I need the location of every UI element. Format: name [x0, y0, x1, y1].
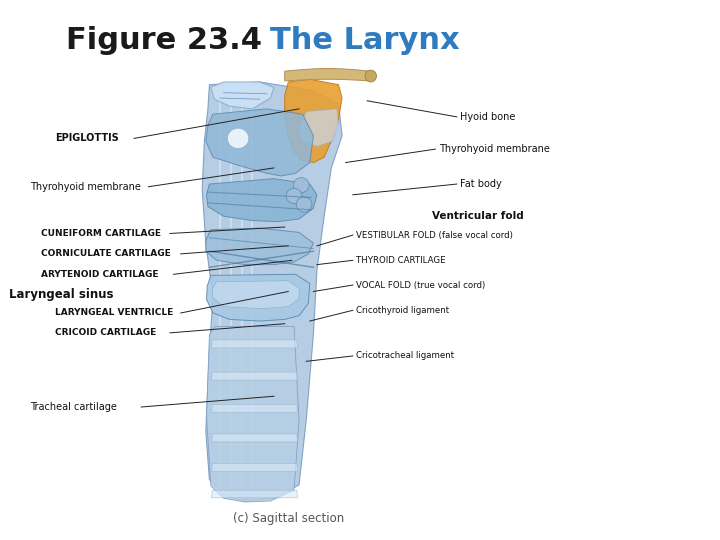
Text: Fat body: Fat body — [460, 179, 502, 189]
Polygon shape — [211, 82, 274, 109]
Polygon shape — [212, 340, 297, 348]
Polygon shape — [206, 228, 313, 265]
Text: LARYNGEAL VENTRICLE: LARYNGEAL VENTRICLE — [55, 308, 174, 318]
Text: (c) Sagittal section: (c) Sagittal section — [233, 512, 344, 525]
Text: Cricothyroid ligament: Cricothyroid ligament — [356, 306, 449, 315]
Text: CUNEIFORM CARTILAGE: CUNEIFORM CARTILAGE — [41, 229, 161, 238]
Polygon shape — [299, 109, 338, 146]
Text: CORNICULATE CARTILAGE: CORNICULATE CARTILAGE — [41, 249, 171, 258]
Polygon shape — [284, 69, 371, 81]
Text: Tracheal cartilage: Tracheal cartilage — [30, 402, 117, 412]
Text: VESTIBULAR FOLD (false vocal cord): VESTIBULAR FOLD (false vocal cord) — [356, 231, 513, 240]
Polygon shape — [202, 82, 342, 501]
Ellipse shape — [228, 128, 249, 148]
Ellipse shape — [296, 197, 312, 212]
Text: Thyrohyoid membrane: Thyrohyoid membrane — [30, 182, 141, 192]
Text: EPIGLOTTIS: EPIGLOTTIS — [55, 133, 119, 144]
Polygon shape — [207, 179, 317, 221]
Ellipse shape — [286, 188, 302, 204]
Text: The Larynx: The Larynx — [270, 25, 460, 55]
Text: Cricotracheal ligament: Cricotracheal ligament — [356, 352, 454, 361]
Text: THYROID CARTILAGE: THYROID CARTILAGE — [356, 256, 446, 265]
Text: CRICOID CARTILAGE: CRICOID CARTILAGE — [55, 328, 156, 338]
Ellipse shape — [365, 70, 377, 82]
Text: Hyoid bone: Hyoid bone — [460, 112, 516, 122]
Ellipse shape — [293, 178, 309, 193]
Polygon shape — [207, 326, 299, 502]
Text: ARYTENOID CARTILAGE: ARYTENOID CARTILAGE — [41, 270, 158, 279]
Polygon shape — [212, 372, 297, 380]
Text: Laryngeal sinus: Laryngeal sinus — [9, 288, 113, 301]
Text: Thyrohyoid membrane: Thyrohyoid membrane — [439, 144, 550, 154]
Text: VOCAL FOLD (true vocal cord): VOCAL FOLD (true vocal cord) — [356, 281, 486, 289]
Text: Figure 23.4: Figure 23.4 — [66, 25, 273, 55]
Polygon shape — [284, 79, 342, 163]
Polygon shape — [212, 281, 300, 309]
Polygon shape — [207, 274, 310, 321]
Text: Ventricular fold: Ventricular fold — [432, 211, 523, 221]
Polygon shape — [206, 109, 313, 176]
Polygon shape — [212, 490, 297, 498]
Polygon shape — [212, 434, 297, 442]
Polygon shape — [212, 404, 297, 413]
Polygon shape — [212, 463, 297, 471]
